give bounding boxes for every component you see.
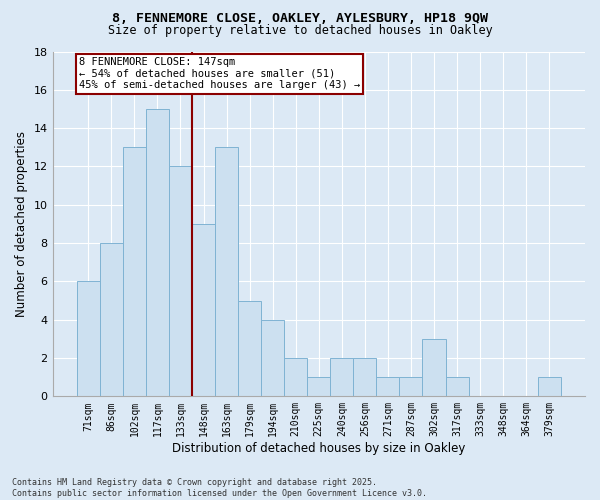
- Bar: [238, 300, 261, 396]
- Text: 8 FENNEMORE CLOSE: 147sqm
← 54% of detached houses are smaller (51)
45% of semi-: 8 FENNEMORE CLOSE: 147sqm ← 54% of detac…: [79, 57, 360, 90]
- Bar: [123, 148, 146, 396]
- Bar: [376, 377, 400, 396]
- Bar: [77, 282, 100, 397]
- Bar: [100, 243, 123, 396]
- Bar: [215, 148, 238, 396]
- Bar: [284, 358, 307, 397]
- Text: 8, FENNEMORE CLOSE, OAKLEY, AYLESBURY, HP18 9QW: 8, FENNEMORE CLOSE, OAKLEY, AYLESBURY, H…: [112, 12, 488, 26]
- Bar: [169, 166, 192, 396]
- Bar: [192, 224, 215, 396]
- Bar: [330, 358, 353, 397]
- Bar: [146, 109, 169, 397]
- Bar: [422, 339, 446, 396]
- Bar: [446, 377, 469, 396]
- Bar: [307, 377, 330, 396]
- Text: Size of property relative to detached houses in Oakley: Size of property relative to detached ho…: [107, 24, 493, 37]
- Bar: [538, 377, 561, 396]
- Bar: [400, 377, 422, 396]
- Text: Contains HM Land Registry data © Crown copyright and database right 2025.
Contai: Contains HM Land Registry data © Crown c…: [12, 478, 427, 498]
- Bar: [261, 320, 284, 396]
- X-axis label: Distribution of detached houses by size in Oakley: Distribution of detached houses by size …: [172, 442, 466, 455]
- Bar: [353, 358, 376, 397]
- Y-axis label: Number of detached properties: Number of detached properties: [15, 131, 28, 317]
